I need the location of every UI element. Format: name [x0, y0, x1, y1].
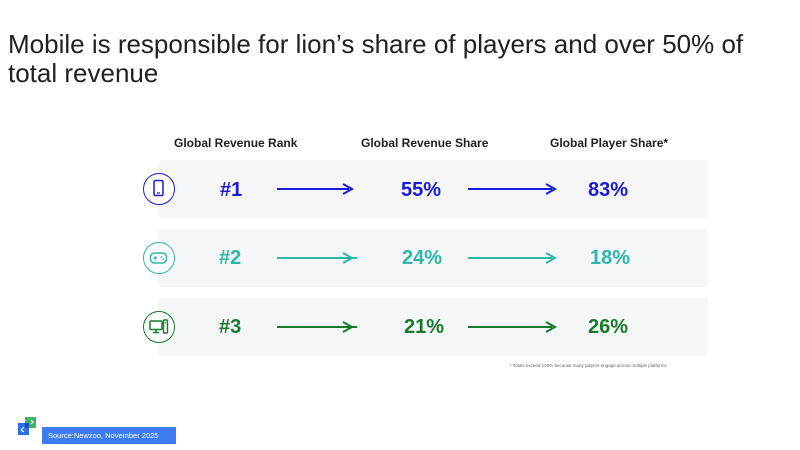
source-badge: Source:Newzoo, November 2025 — [42, 427, 176, 444]
arrow-right-icon — [468, 183, 558, 195]
rank-value: #3 — [219, 316, 242, 338]
column-header-player-share: Global Player Share* — [550, 136, 669, 150]
brand-logo-icon — [18, 417, 36, 435]
mobile-phone-icon — [143, 173, 175, 205]
slide-title: Mobile is responsible for lion’s share o… — [8, 29, 744, 88]
arrow-right-icon — [277, 183, 355, 195]
player-share-value: 26% — [588, 316, 629, 338]
arrow-right-icon — [277, 252, 357, 264]
revenue-share-value: 24% — [402, 247, 443, 269]
player-share-value: 18% — [590, 247, 631, 269]
column-header-revenue-share: Global Revenue Share — [361, 136, 489, 150]
table-row-console — [158, 229, 708, 287]
table-row-mobile — [158, 160, 708, 218]
rank-value: #1 — [220, 179, 243, 201]
arrow-right-icon — [468, 252, 558, 264]
player-share-value: 83% — [588, 179, 629, 201]
table-row-pc — [158, 298, 708, 356]
gamepad-icon — [143, 242, 175, 274]
footnote: * Totals exceed 100% because many player… — [510, 363, 667, 368]
revenue-share-value: 21% — [404, 316, 445, 338]
arrow-right-icon — [277, 321, 357, 333]
arrow-right-icon — [468, 321, 558, 333]
revenue-share-value: 55% — [401, 179, 442, 201]
column-header-rank: Global Revenue Rank — [174, 136, 298, 150]
rank-value: #2 — [219, 247, 242, 269]
desktop-pc-icon — [143, 311, 175, 343]
